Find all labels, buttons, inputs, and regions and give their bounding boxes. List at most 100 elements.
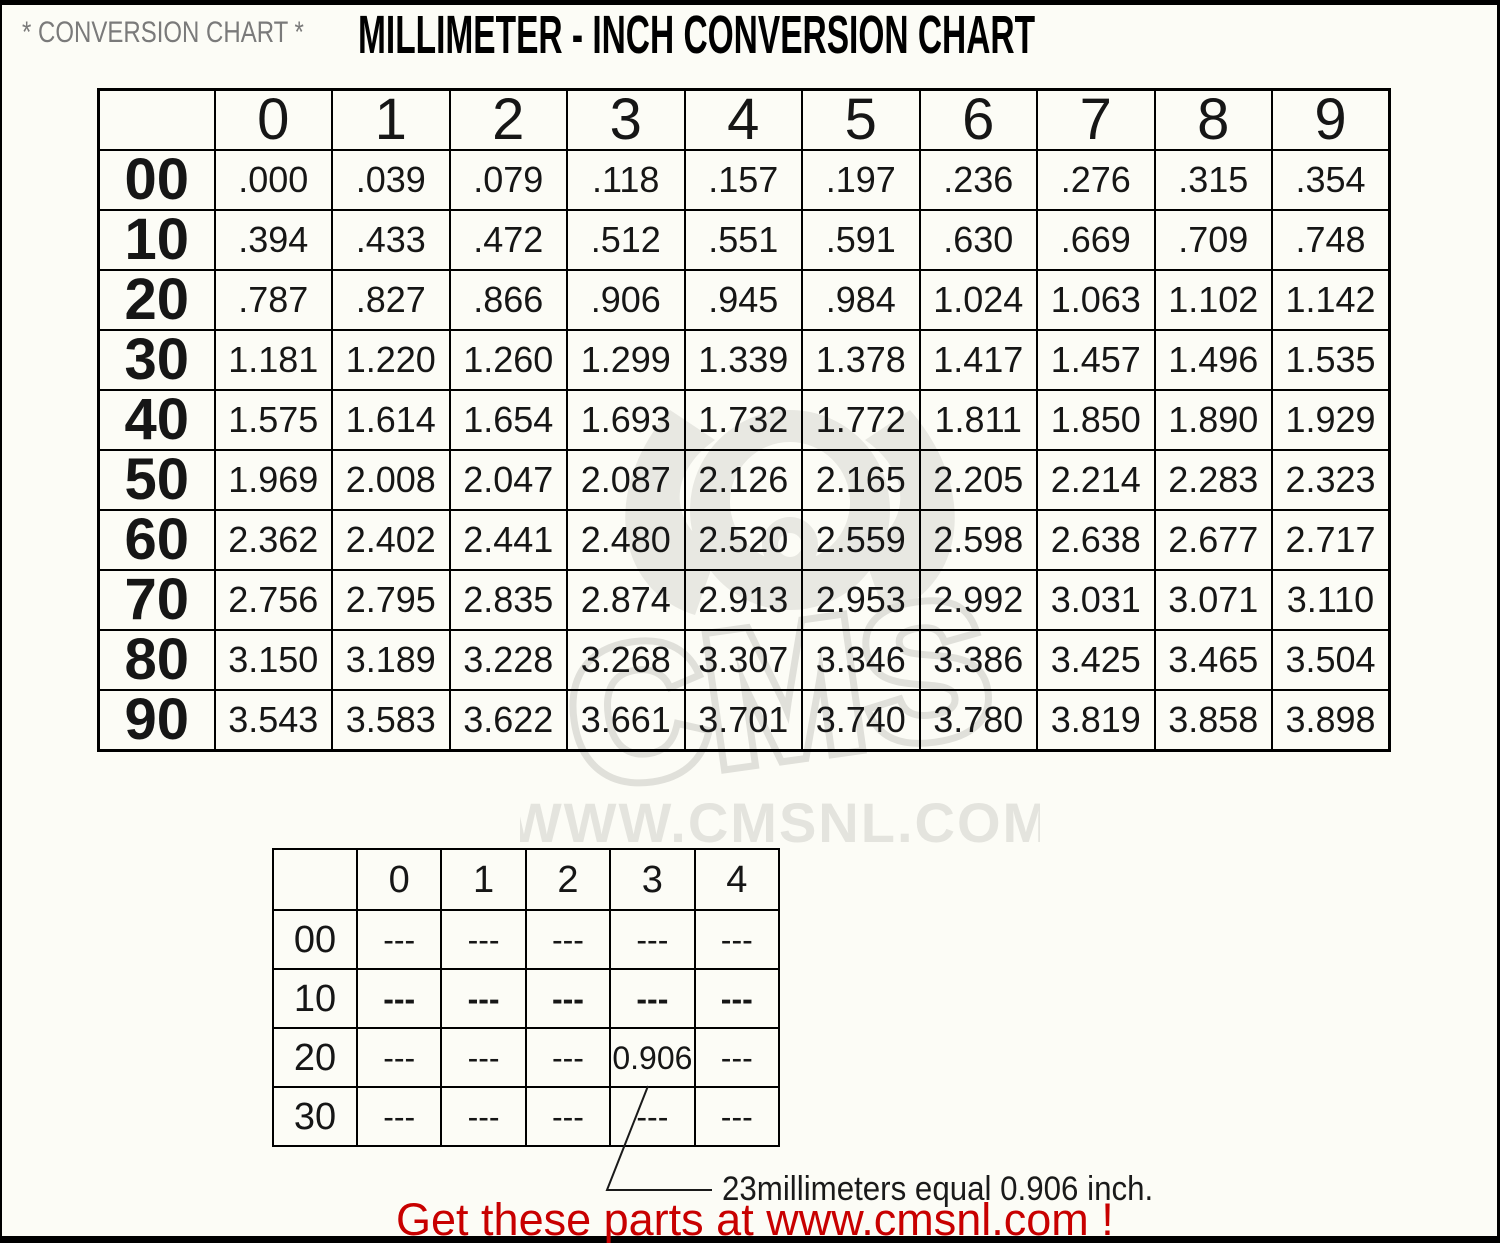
main-table-row-header: 20 [97,269,216,331]
main-table-cell: 3.386 [918,629,1038,691]
main-table-cell: 2.165 [801,449,921,511]
main-table-cell: 1.220 [331,329,451,391]
main-table-col-header: 1 [331,88,451,151]
main-table-cell: .315 [1153,149,1273,211]
main-table-cell: 1.654 [448,389,568,451]
main-table-cell: 2.126 [683,449,803,511]
example-table-cell: --- [355,909,443,970]
example-table-cell: --- [355,968,443,1029]
page-subtitle: * CONVERSION CHART * [22,16,304,49]
main-table-row-header: 40 [97,389,216,451]
example-table-cell: --- [609,909,696,970]
example-table-cell: --- [524,1027,612,1088]
main-table-cell: .551 [683,209,803,271]
main-table-cell: .827 [331,269,451,331]
main-table-cell: 1.575 [213,389,333,451]
main-table-cell: .197 [801,149,921,211]
main-table-cell: 3.110 [1271,569,1391,631]
example-table-cell: --- [440,1086,527,1147]
main-table-cell: 3.583 [331,689,451,752]
footer-promo-link[interactable]: Get these parts at www.cmsnl.com ! [396,1194,1114,1243]
main-table-cell: 2.283 [1153,449,1273,511]
main-table-row-header: 60 [97,509,216,571]
main-table-cell: 3.465 [1153,629,1273,691]
main-table-cell: 2.717 [1271,509,1391,571]
example-table-cell: --- [609,968,696,1029]
main-table-cell: 2.638 [1036,509,1156,571]
main-table-cell: 3.071 [1153,569,1273,631]
example-table-cell: --- [524,909,612,970]
main-table-cell: 1.260 [448,329,568,391]
main-table-cell: .394 [213,209,333,271]
example-table-row-header: 20 [272,1027,358,1088]
example-table-cell: --- [355,1086,443,1147]
main-table-row-header: 90 [97,689,216,752]
main-table-cell: 2.441 [448,509,568,571]
left-border-line [0,0,2,1243]
example-table-cell: --- [693,909,781,970]
main-table-cell: 2.559 [801,509,921,571]
main-table-cell: 2.677 [1153,509,1273,571]
main-table-cell: .748 [1271,209,1391,271]
main-table-cell: 3.228 [448,629,568,691]
main-table-row-header: 00 [97,149,216,211]
main-table-cell: 1.732 [683,389,803,451]
main-table-cell: 2.402 [331,509,451,571]
main-table-cell: .709 [1153,209,1273,271]
main-table-cell: 2.480 [566,509,686,571]
example-table-col-header: 1 [440,848,527,911]
main-table-cell: 3.780 [918,689,1038,752]
main-table-cell: 3.150 [213,629,333,691]
main-table-cell: .669 [1036,209,1156,271]
main-table-col-header: 3 [566,88,686,151]
example-table-col-header: 0 [355,848,443,911]
main-table-cell: .236 [918,149,1038,211]
main-table-cell: 2.047 [448,449,568,511]
main-table-col-header: 5 [801,88,921,151]
main-table-cell: 3.504 [1271,629,1391,691]
main-table-cell: 1.929 [1271,389,1391,451]
main-table-cell: .866 [448,269,568,331]
example-table-row-header: 10 [272,968,358,1029]
main-table-cell: 1.772 [801,389,921,451]
main-table-cell: 2.795 [331,569,451,631]
main-table-cell: .433 [331,209,451,271]
main-table-cell: 2.874 [566,569,686,631]
example-table-col-header: 4 [693,848,781,911]
example-lookup-table: 0 1 2 3 4 00 --- --- --- --- --- 10 --- --- --- --- --- 2… [272,848,781,1147]
main-table-cell: 1.417 [918,329,1038,391]
main-table-cell: .906 [566,269,686,331]
main-table-cell: 2.214 [1036,449,1156,511]
example-table-col-header: 3 [609,848,696,911]
example-table-corner [272,848,358,911]
main-table-col-header: 7 [1036,88,1156,151]
main-table-cell: 1.535 [1271,329,1391,391]
main-table-row-header: 10 [97,209,216,271]
main-table-cell: 2.598 [918,509,1038,571]
example-table-row-header: 00 [272,909,358,970]
main-table-col-header: 9 [1271,88,1391,151]
example-table-cell: --- [693,1027,781,1088]
main-table-cell: 1.496 [1153,329,1273,391]
main-table-cell: 2.992 [918,569,1038,631]
annotation-leader-line [605,1085,712,1191]
main-table-cell: .000 [213,149,333,211]
main-table-col-header: 8 [1153,88,1273,151]
pointer-line [605,1085,712,1191]
main-table-row-header: 50 [97,449,216,511]
main-table-cell: .945 [683,269,803,331]
main-table-cell: 3.543 [213,689,333,752]
main-table-cell: 2.323 [1271,449,1391,511]
main-table-cell: 2.953 [801,569,921,631]
main-table-cell: .079 [448,149,568,211]
example-table-cell: --- [693,1086,781,1147]
main-table-row-header: 70 [97,569,216,631]
main-table-cell: 2.008 [331,449,451,511]
example-table-cell: --- [524,1086,612,1147]
example-table-row-header: 30 [272,1086,358,1147]
mm-inch-conversion-table: 0 1 2 3 4 5 6 7 8 9 00.000.039.079.118.157.197.236… [97,88,1391,752]
main-table-cell: 3.661 [566,689,686,752]
main-table-cell: 3.622 [448,689,568,752]
example-table-cell: --- [355,1027,443,1088]
